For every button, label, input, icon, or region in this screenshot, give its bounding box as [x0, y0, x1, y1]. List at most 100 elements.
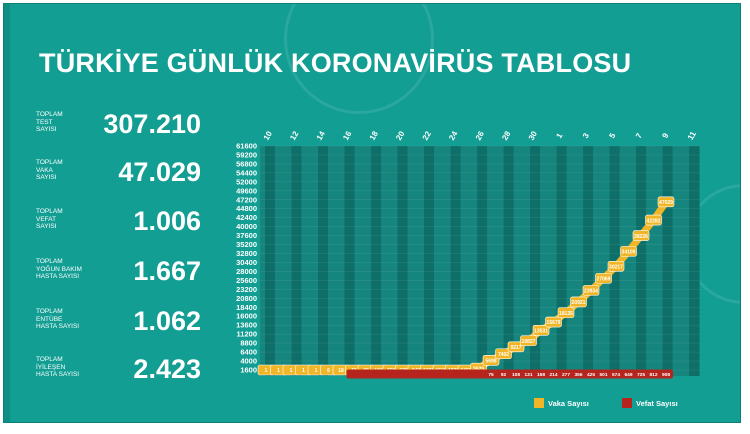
x-tick-label: 26 [474, 129, 487, 142]
y-tick-label: 23200 [236, 285, 257, 294]
y-tick-label: 28000 [236, 267, 257, 276]
vefat-data-label: 214 [549, 372, 557, 378]
x-tick-label: 18 [368, 129, 381, 142]
vaka-point [620, 246, 637, 257]
vefat-point [446, 369, 461, 379]
y-tick-label: 13600 [236, 321, 257, 330]
y-tick-label: 54400 [236, 168, 257, 177]
vefat-point [534, 369, 548, 379]
vaka-point [557, 307, 575, 318]
vaka-point [507, 341, 525, 353]
vaka-data-label: 1 [290, 368, 293, 374]
vefat-point [371, 369, 386, 379]
y-tick-label: 1600 [240, 366, 257, 375]
vaka-data-label: 1 [302, 368, 305, 374]
x-tick-label: 24 [447, 129, 460, 142]
vefat-point [596, 369, 611, 379]
vefat-point [621, 369, 636, 379]
column-band [397, 146, 408, 376]
y-tick-label: 4000 [240, 357, 257, 366]
vefat-point [571, 369, 586, 379]
y-tick-label: 18400 [236, 303, 257, 312]
y-tick-label: 20800 [236, 294, 257, 303]
stat-label: TOPLAM TEST SAYISI [36, 111, 63, 133]
vaka-data-label: 1 [265, 368, 268, 374]
x-tick-label: 22 [421, 129, 434, 142]
vefat-data-label: 425 [587, 372, 595, 378]
column-band [556, 146, 567, 376]
column-band [291, 146, 302, 376]
vefat-point [409, 369, 423, 379]
vefat-data-label: 92 [501, 372, 507, 378]
column-band [318, 146, 329, 376]
legend-label-vaka: Vaka Sayısı [548, 398, 589, 408]
y-tick-label: 59200 [236, 150, 257, 159]
vefat-point [496, 369, 511, 379]
vaka-point [570, 296, 587, 308]
x-tick-label: 5 [607, 131, 617, 140]
vefat-data-label: 356 [574, 372, 582, 378]
y-tick-label: 32800 [236, 249, 257, 258]
vefat-data-label: 725 [637, 372, 645, 378]
column-band [662, 146, 673, 376]
vefat-data-label: 277 [562, 372, 570, 378]
y-tick-label: 52000 [236, 177, 257, 186]
vaka-data-label: 9217 [510, 345, 521, 351]
vefat-point [484, 369, 498, 379]
stat-value: 1.062 [133, 306, 201, 336]
x-tick-label: 28 [500, 129, 513, 142]
stat-label: TOPLAM VAKA SAYISI [36, 159, 63, 181]
vaka-data-label: 20921 [572, 300, 586, 306]
infographic-panel: TÜRKİYE GÜNLÜK KORONAVİRÜS TABLOSU TOPLA… [3, 3, 741, 423]
x-tick-label: 14 [315, 129, 328, 142]
vefat-point [396, 369, 411, 379]
vaka-data-label: 47029 [659, 200, 673, 206]
vefat-point [559, 369, 573, 379]
vefat-point [521, 369, 536, 379]
vefat-point [646, 369, 661, 379]
y-tick-label: 49600 [236, 186, 257, 195]
vefat-point [421, 369, 436, 379]
x-tick-label: 3 [581, 131, 591, 140]
vaka-point [532, 324, 550, 336]
x-tick-label: 11 [686, 129, 698, 141]
stat-vefat: TOPLAM VEFAT SAYISI 1.006 [36, 206, 216, 246]
vaka-data-label: 1 [315, 368, 318, 374]
x-tick-label: 7 [634, 131, 644, 140]
column-band [583, 146, 594, 376]
vaka-data-label: 27069 [597, 277, 611, 283]
column-band [477, 146, 488, 376]
legend-swatch-vaka [534, 398, 544, 408]
column-band [689, 146, 700, 376]
vefat-data-label: 131 [524, 372, 532, 378]
vaka-point [607, 261, 625, 272]
vaka-data-label: 23934 [584, 289, 598, 295]
column-band [450, 146, 461, 376]
vefat-data-label: 501 [599, 372, 607, 378]
vaka-point [632, 230, 650, 241]
x-tick-label: 16 [341, 129, 354, 142]
y-tick-label: 6400 [240, 348, 257, 357]
y-tick-label: 16000 [236, 312, 257, 321]
column-band [530, 146, 541, 376]
legend-item-vefat: Vefat Sayısı [622, 398, 678, 408]
y-tick-label: 11200 [237, 330, 257, 339]
stat-value: 1.667 [133, 256, 201, 286]
vaka-data-label: 6 [327, 368, 330, 374]
vefat-data-label: 908 [662, 372, 670, 378]
column-band [371, 146, 382, 376]
vaka-data-label: 1 [277, 368, 280, 374]
cases-chart: 1600400064008800112001360016000184002080… [236, 129, 700, 379]
stat-vaka: TOPLAM VAKA SAYISI 47.029 [36, 157, 216, 197]
stat-label: TOPLAM VEFAT SAYISI [36, 208, 63, 230]
vaka-data-label: 3629 [473, 366, 484, 372]
y-tick-label: 8800 [240, 339, 257, 348]
y-tick-label: 37600 [236, 231, 257, 240]
stat-value: 47.029 [118, 157, 201, 187]
y-tick-label: 44800 [236, 204, 257, 213]
panel-edge-shade [4, 4, 10, 422]
vefat-data-label: 812 [649, 372, 657, 378]
vaka-point [545, 316, 562, 328]
legend-label-vefat: Vefat Sayısı [636, 398, 678, 408]
vefat-point [659, 369, 673, 379]
